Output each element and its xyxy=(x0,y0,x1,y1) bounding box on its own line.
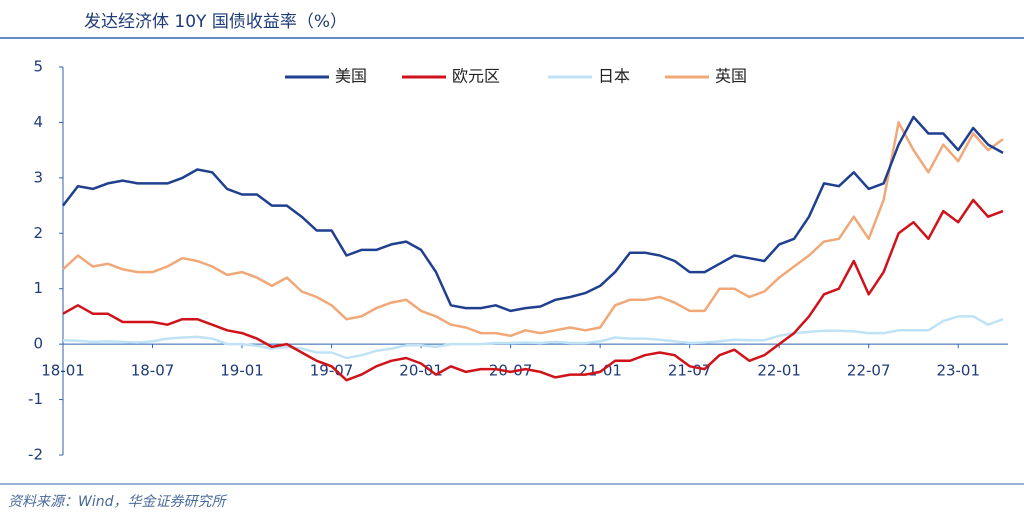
x-tick-label: 22-07 xyxy=(847,362,891,380)
y-tick-label: -1 xyxy=(28,390,43,408)
y-tick-label: 2 xyxy=(33,224,43,242)
source-note: 资料来源：Wind，华金证券研究所 xyxy=(8,494,227,510)
y-tick-label: 1 xyxy=(33,279,43,297)
x-tick-label: 19-07 xyxy=(310,362,354,380)
x-tick-label: 22-01 xyxy=(757,362,801,380)
series-line xyxy=(62,198,1004,382)
y-tick-label: 0 xyxy=(33,335,43,353)
series-line xyxy=(62,121,1004,338)
x-tick-label: 18-07 xyxy=(131,362,175,380)
legend-label: 美国 xyxy=(335,67,367,86)
series-line xyxy=(62,115,1004,313)
x-tick-label: 23-01 xyxy=(936,362,980,380)
series-line xyxy=(62,315,1004,360)
y-tick-label: 3 xyxy=(33,168,43,186)
legend-label: 英国 xyxy=(715,67,747,86)
y-tick-label: 5 xyxy=(33,58,43,76)
x-tick-label: 18-01 xyxy=(41,362,85,380)
y-tick-label: 4 xyxy=(33,113,43,131)
y-tick-label: -2 xyxy=(28,446,43,464)
legend-label: 欧元区 xyxy=(452,67,500,86)
x-tick-label: 21-07 xyxy=(668,362,712,380)
x-tick-label: 20-01 xyxy=(399,362,443,380)
legend-label: 日本 xyxy=(598,67,630,86)
chart-title: 发达经济体 10Y 国债收益率（%） xyxy=(84,12,347,32)
x-tick-label: 19-01 xyxy=(220,362,264,380)
